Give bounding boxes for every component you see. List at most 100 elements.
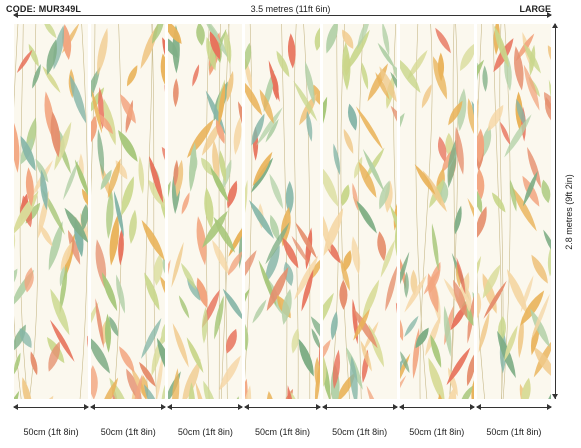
leaf-shape [504, 114, 532, 158]
leaf-shape [114, 190, 125, 238]
leaf-shape [175, 159, 184, 198]
leaf-shape [356, 200, 377, 234]
leaf-shape [53, 25, 64, 70]
leaf-shape [429, 261, 441, 294]
panel-width-dimension: 50cm (1ft 8in) [13, 403, 90, 439]
leaf-shape [315, 27, 320, 51]
leaf-shape [118, 228, 124, 266]
leaf-shape [233, 117, 242, 155]
leaf-shape [91, 336, 111, 374]
leaf-shape [376, 231, 386, 262]
leaf-shape [74, 159, 89, 198]
leaf-shape [222, 159, 232, 190]
panel-width-line [322, 407, 397, 408]
leaf-shape [482, 264, 501, 299]
leaf-shape [67, 229, 81, 265]
leaf-shape [428, 357, 445, 399]
leaf-shape [153, 253, 163, 286]
leaf-shape [62, 24, 72, 60]
leaf-shape [390, 105, 397, 142]
leaf-shape [351, 236, 360, 275]
leaf-shape [531, 254, 548, 284]
mural-panel [476, 24, 551, 399]
leaf-shape [543, 391, 551, 399]
width-arrow-right-icon [547, 12, 552, 18]
leaf-shape [206, 36, 217, 71]
leaf-shape [520, 290, 545, 326]
panel-width-line [245, 407, 320, 408]
leaf-shape [447, 100, 463, 126]
leaf-shape [443, 305, 451, 357]
leaf-shape [374, 72, 390, 100]
stem [14, 24, 22, 399]
leaf-shape [352, 308, 378, 349]
leaf-shape [223, 288, 243, 322]
leaf-shape [434, 27, 451, 54]
leaf-shape [517, 315, 524, 359]
mural-panel [14, 24, 89, 399]
leaf-shape [48, 221, 63, 271]
arrow-right-icon [392, 404, 398, 410]
panel-width-label: 50cm (1ft 8in) [100, 427, 156, 437]
leaf-shape [384, 265, 397, 312]
panel-width-line [91, 407, 166, 408]
leaf-shape [332, 143, 340, 176]
leaf-shape [282, 288, 293, 325]
leaf-shape [341, 29, 353, 49]
stem [225, 24, 230, 399]
panel-width-label: 50cm (1ft 8in) [177, 427, 233, 437]
leaf-shape [245, 385, 252, 399]
leaf-shape [437, 136, 447, 162]
stem [357, 24, 364, 399]
leaf-shape [389, 204, 397, 252]
leaf-shape [457, 88, 467, 131]
height-arrow-up-icon [552, 23, 558, 28]
leaf-shape [547, 245, 551, 277]
leaf-shape [361, 62, 368, 90]
leaf-shape [531, 293, 550, 340]
leaf-shape [160, 53, 166, 90]
leaf-shape [322, 96, 327, 146]
mural-panel [91, 24, 166, 399]
total-height-line [555, 24, 556, 399]
leaf-shape [121, 176, 135, 216]
mural-panel [245, 24, 320, 399]
arrow-right-icon [84, 404, 90, 410]
leaf-shape [50, 319, 75, 362]
leaf-shape [161, 318, 166, 345]
leaf-shape [269, 173, 284, 209]
leaf-shape [415, 327, 429, 349]
leaf-shape [30, 351, 38, 376]
leaf-shape [39, 224, 53, 247]
leaf-shape [149, 155, 164, 204]
leaf-shape [42, 24, 57, 39]
leaf-shape [129, 209, 137, 245]
arrow-left-icon [475, 404, 481, 410]
leaf-shape [107, 158, 121, 199]
leaf-shape [322, 292, 334, 337]
leaf-shape [106, 188, 114, 240]
leaf-shape [50, 111, 61, 158]
leaf-shape [299, 338, 315, 377]
leaf-shape [476, 188, 483, 214]
leaf-shape [466, 353, 474, 387]
leaf-shape [119, 346, 135, 373]
arrow-left-icon [321, 404, 327, 410]
leaf-shape [516, 99, 526, 127]
leaf-shape [212, 239, 231, 276]
total-width-line [14, 15, 551, 16]
leaf-pattern [399, 24, 474, 399]
leaf-shape [360, 340, 372, 372]
stem [145, 24, 153, 399]
leaf-shape [97, 128, 105, 177]
leaf-shape [32, 64, 41, 89]
leaf-shape [267, 266, 289, 312]
leaf-shape [256, 107, 284, 146]
leaf-shape [46, 39, 57, 76]
stem [419, 24, 433, 399]
leaf-shape [91, 365, 98, 399]
panel-width-line [399, 407, 474, 408]
leaf-shape [91, 302, 99, 333]
leaf-shape [69, 74, 87, 124]
leaf-shape [467, 98, 474, 136]
